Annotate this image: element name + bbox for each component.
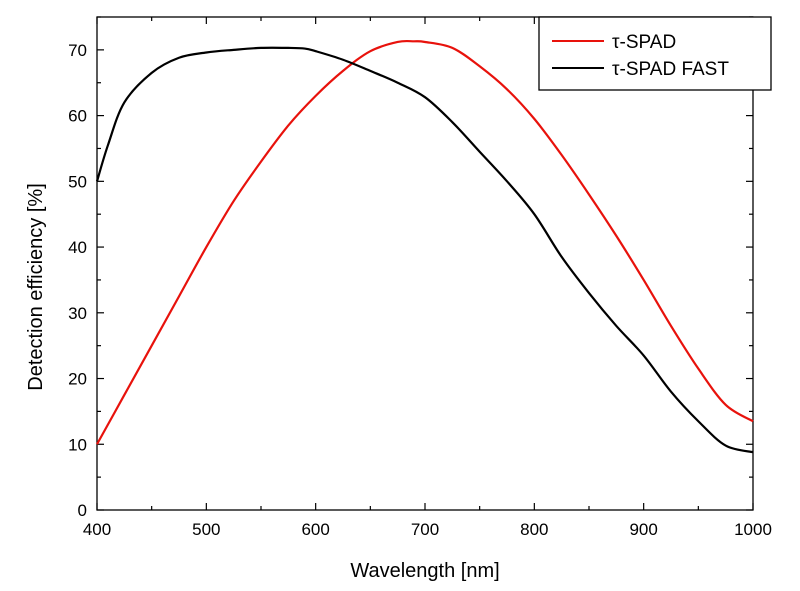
x-axis-title: Wavelength [nm]	[350, 560, 499, 582]
legend: τ-SPAD τ-SPAD FAST	[538, 16, 772, 91]
y-tick-label: 20	[68, 370, 87, 389]
series-line-0	[96, 39, 754, 445]
y-tick-label: 70	[68, 41, 87, 60]
x-tick-label: 600	[301, 520, 329, 539]
plot-area	[96, 16, 754, 511]
x-tick-label: 900	[629, 520, 657, 539]
x-tick-label: 1000	[734, 520, 772, 539]
series-layer	[95, 39, 754, 454]
y-tick-label: 0	[78, 501, 87, 520]
series-line-1	[95, 46, 754, 454]
x-tick-label: 700	[411, 520, 439, 539]
y-axis-title: Detection efficiency [%]	[25, 183, 47, 391]
y-tick-label: 50	[68, 172, 87, 191]
legend-label-tau-spad-fast: τ-SPAD FAST	[612, 59, 729, 80]
y-tick-label: 10	[68, 435, 87, 454]
y-tick-label: 40	[68, 238, 87, 257]
y-tick-label: 30	[68, 304, 87, 323]
legend-box	[538, 16, 772, 91]
x-tick-label: 400	[83, 520, 111, 539]
ticks	[96, 16, 754, 511]
x-tick-label: 500	[192, 520, 220, 539]
y-tick-label: 60	[68, 107, 87, 126]
tick-labels: 400 500 600 700 800 900 1000 0 10 20 30 40 50 60 70	[68, 41, 772, 539]
x-tick-label: 800	[520, 520, 548, 539]
legend-label-tau-spad: τ-SPAD	[612, 32, 676, 53]
